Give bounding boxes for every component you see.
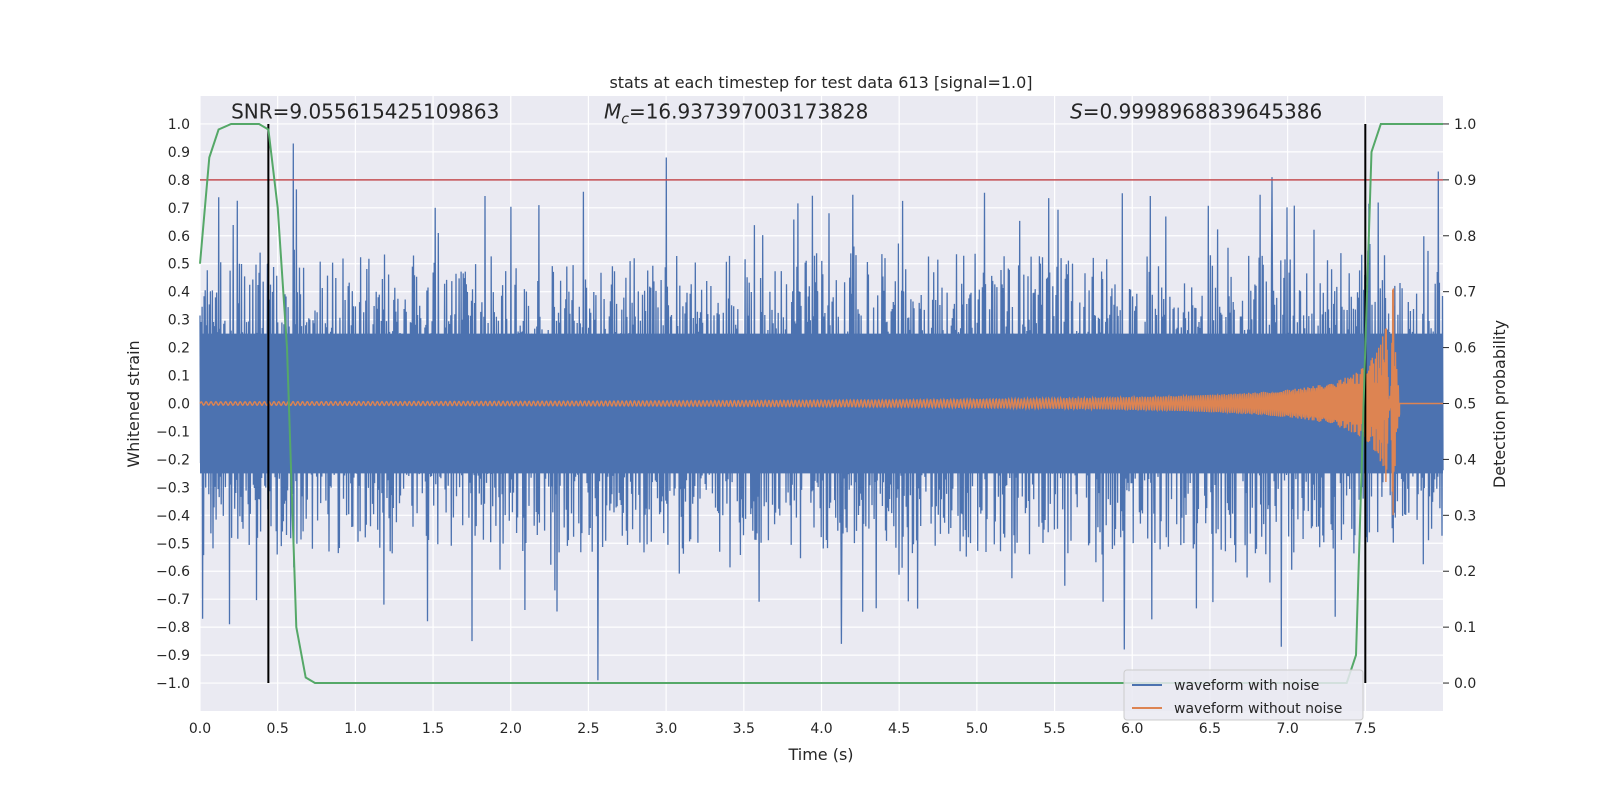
y-tick-label-6: 0.4	[168, 285, 190, 301]
y-tick-label-19: −0.9	[156, 648, 190, 664]
y-right-tick-label-9: 0.1	[1454, 620, 1476, 636]
chart-title: stats at each timestep for test data 613…	[609, 73, 1032, 92]
x-tick-label-10: 5.0	[966, 721, 988, 737]
y-tick-label-18: −0.8	[156, 620, 190, 636]
y-right-tick-label-5: 0.5	[1454, 397, 1476, 413]
x-tick-label-8: 4.0	[810, 721, 832, 737]
y-tick-label-4: 0.6	[168, 229, 190, 245]
x-axis-label: Time (s)	[787, 745, 853, 764]
x-tick-label-9: 4.5	[888, 721, 910, 737]
y-tick-label-11: −0.1	[156, 424, 190, 440]
legend-label-noisy: waveform with noise	[1174, 678, 1319, 694]
y-right-tick-label-1: 0.9	[1454, 173, 1476, 189]
y-right-tick-label-0: 1.0	[1454, 117, 1476, 133]
x-tick-label-14: 7.0	[1276, 721, 1298, 737]
annotation-chirp-mass-symbol: M	[604, 99, 621, 123]
y-axis-label-right: Detection probability	[1490, 320, 1509, 488]
y-right-tick-label-7: 0.3	[1454, 508, 1476, 524]
y-tick-label-9: 0.1	[168, 369, 190, 385]
annotation-s: S=0.9998968839645386	[1070, 99, 1322, 123]
detection-probability-line	[199, 123, 1443, 684]
x-tick-label-0: 0.0	[189, 721, 211, 737]
x-axis-ticks: 0.0 0.5 1.0 1.5 2.0 2.5 3.0 3.5 4.0 4.5 5.0 5.5 6.0 6…	[189, 721, 1377, 737]
series-waveform-without-noise	[199, 288, 1443, 516]
y-tick-label-12: −0.2	[156, 452, 190, 468]
legend: waveform with noise waveform without noi…	[1123, 669, 1364, 721]
x-tick-label-13: 6.5	[1199, 721, 1221, 737]
y-tick-label-16: −0.6	[156, 564, 190, 580]
y-right-tick-label-3: 0.7	[1454, 285, 1476, 301]
annotation-s-symbol: S	[1070, 99, 1083, 123]
x-tick-label-3: 1.5	[422, 721, 444, 737]
overlay-lines	[199, 123, 1443, 684]
y-axis-ticks-left: 1.0 0.9 0.8 0.7 0.6 0.5 0.4 0.3 0.2 0.1 0.0 −0.1 −0.…	[156, 117, 190, 692]
annotation-s-value: =0.9998968839645386	[1083, 99, 1322, 123]
y-tick-label-8: 0.2	[168, 341, 190, 357]
y-tick-label-20: −1.0	[156, 676, 190, 692]
x-tick-label-1: 0.5	[267, 721, 289, 737]
y-right-tick-label-2: 0.8	[1454, 229, 1476, 245]
annotation-chirp-mass-subscript: c	[621, 111, 629, 127]
y-tick-label-2: 0.8	[168, 173, 190, 189]
annotation-chirp-mass-value: =16.937397003173828	[629, 99, 868, 123]
y-tick-label-13: −0.3	[156, 480, 190, 496]
x-tick-label-15: 7.5	[1354, 721, 1376, 737]
x-tick-label-6: 3.0	[655, 721, 677, 737]
x-tick-label-2: 1.0	[344, 721, 366, 737]
y-tick-label-7: 0.3	[168, 313, 190, 329]
y-right-tick-label-10: 0.0	[1454, 676, 1476, 692]
y-tick-label-17: −0.7	[156, 592, 190, 608]
y-tick-label-15: −0.5	[156, 536, 190, 552]
y-tick-label-0: 1.0	[168, 117, 190, 133]
y-tick-label-14: −0.4	[156, 508, 190, 524]
y-axis-ticks-right: 1.0 0.9 0.8 0.7 0.6 0.5 0.4 0.3 0.2 0.1 0.0	[1443, 117, 1476, 692]
x-tick-label-12: 6.0	[1121, 721, 1143, 737]
y-tick-label-10: 0.0	[168, 397, 190, 413]
annotation-snr: SNR=9.055615425109863	[231, 99, 499, 123]
y-right-tick-label-6: 0.4	[1454, 452, 1476, 468]
y-right-tick-label-8: 0.2	[1454, 564, 1476, 580]
x-tick-label-4: 2.0	[500, 721, 522, 737]
annotation-chirp-mass: Mc=16.937397003173828	[604, 99, 868, 127]
clean-waveform-line	[199, 288, 1443, 516]
y-tick-label-3: 0.7	[168, 201, 190, 217]
y-axis-label: Whitened strain	[124, 340, 143, 467]
legend-box	[1123, 669, 1364, 721]
y-tick-label-5: 0.5	[168, 257, 190, 273]
y-right-tick-label-4: 0.6	[1454, 341, 1476, 357]
y-tick-label-1: 0.9	[168, 145, 190, 161]
x-tick-label-5: 2.5	[577, 721, 599, 737]
x-tick-label-7: 3.5	[733, 721, 755, 737]
x-tick-label-11: 5.5	[1043, 721, 1065, 737]
legend-label-clean: waveform without noise	[1174, 701, 1342, 717]
